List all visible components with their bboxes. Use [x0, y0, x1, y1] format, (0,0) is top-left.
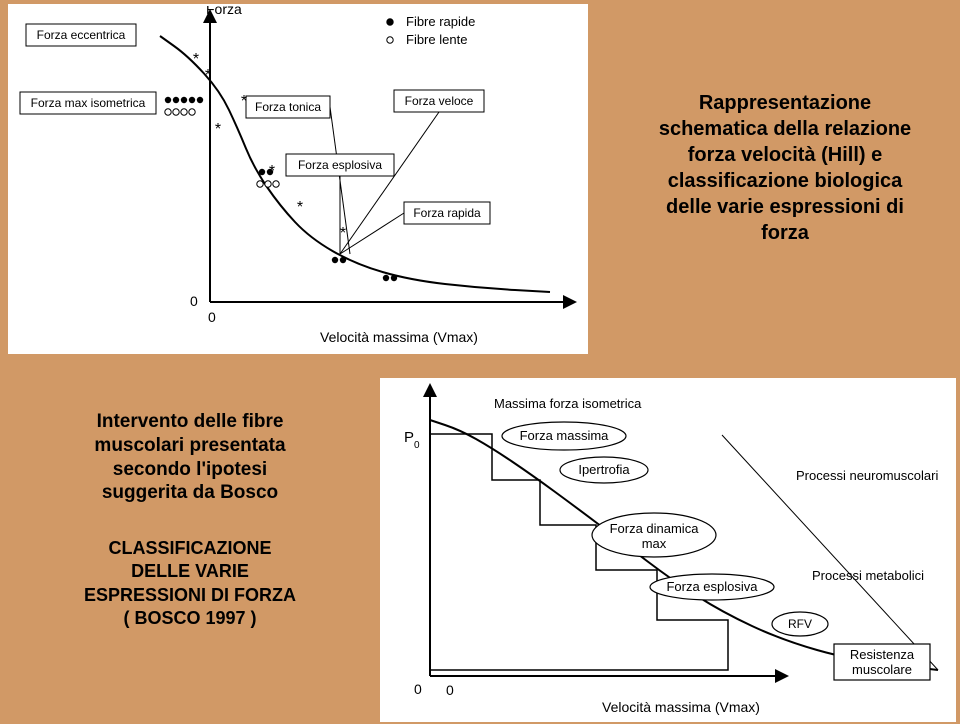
svg-text:*: *: [205, 67, 211, 84]
svg-text:Forza veloce: Forza veloce: [405, 94, 474, 108]
svg-text:Processi metabolici: Processi metabolici: [812, 568, 924, 583]
svg-text:*: *: [297, 199, 303, 216]
caption-line: classificazione biologica: [620, 168, 950, 194]
svg-text:Forza dinamica: Forza dinamica: [610, 521, 700, 536]
svg-text:Ipertrofia: Ipertrofia: [578, 462, 630, 477]
caption-line: forza: [620, 220, 950, 246]
caption-block-2: CLASSIFICAZIONE DELLE VARIE ESPRESSIONI …: [10, 537, 370, 631]
svg-text:0: 0: [446, 682, 454, 698]
caption-line: schematica della relazione: [620, 116, 950, 142]
svg-text:Forza massima: Forza massima: [520, 428, 610, 443]
caption-line: Rappresentazione: [620, 90, 950, 116]
caption-block-1: Intervento delle fibre muscolari present…: [10, 410, 370, 505]
caption-line: Intervento delle fibre: [10, 410, 370, 434]
top-right-caption: Rappresentazione schematica della relazi…: [620, 90, 950, 246]
svg-text:Fibre rapide: Fibre rapide: [406, 14, 475, 29]
svg-text:Processi neuromuscolari: Processi neuromuscolari: [796, 468, 938, 483]
svg-text:Forza max isometrica: Forza max isometrica: [31, 96, 146, 110]
caption-line: ( BOSCO 1997 ): [10, 607, 370, 630]
svg-text:Massima forza isometrica: Massima forza isometrica: [494, 396, 642, 411]
bosco-classification-chart: 0 0 P0 Velocità massima (Vmax) Massima forza…: [380, 378, 956, 722]
svg-text:0: 0: [208, 309, 216, 325]
hill-curve-chart: Forza Velocità massima (Vmax) 00 Forza ecce…: [8, 4, 588, 354]
svg-text:Forza rapida: Forza rapida: [413, 206, 481, 220]
svg-text:muscolare: muscolare: [852, 662, 912, 677]
svg-text:RFV: RFV: [788, 617, 812, 631]
svg-text:Fibre lente: Fibre lente: [406, 32, 467, 47]
svg-text:Forza tonica: Forza tonica: [255, 100, 321, 114]
hill-curve-svg: Forza Velocità massima (Vmax) 00 Forza ecce…: [10, 6, 586, 352]
caption-line: delle varie espressioni di: [620, 194, 950, 220]
caption-line: forza velocità (Hill) e: [620, 142, 950, 168]
bosco-classification-svg: 0 0 P0 Velocità massima (Vmax) Massima forza…: [382, 380, 954, 720]
caption-line: DELLE VARIE: [10, 560, 370, 583]
caption-line: suggerita da Bosco: [10, 481, 370, 505]
caption-line: ESPRESSIONI DI FORZA: [10, 584, 370, 607]
svg-text:*: *: [193, 51, 199, 68]
svg-text:*: *: [241, 93, 247, 110]
caption-line: CLASSIFICAZIONE: [10, 537, 370, 560]
svg-text:Forza esplosiva: Forza esplosiva: [298, 158, 382, 172]
svg-text:P0: P0: [404, 429, 420, 451]
svg-text:max: max: [642, 536, 667, 551]
svg-text:Forza esplosiva: Forza esplosiva: [666, 579, 758, 594]
svg-text:Forza eccentrica: Forza eccentrica: [37, 28, 126, 42]
svg-text:*: *: [340, 225, 346, 242]
bottom-left-caption: Intervento delle fibre muscolari present…: [10, 410, 370, 631]
svg-text:Velocità massima (Vmax): Velocità massima (Vmax): [320, 329, 478, 345]
svg-text:0: 0: [414, 681, 422, 697]
caption-line: muscolari presentata: [10, 434, 370, 458]
svg-text:0: 0: [190, 293, 198, 309]
svg-text:*: *: [269, 163, 275, 180]
svg-text:Forza: Forza: [206, 6, 242, 17]
svg-text:*: *: [215, 121, 221, 138]
svg-text:Velocità massima (Vmax): Velocità massima (Vmax): [602, 699, 760, 715]
caption-line: secondo l'ipotesi: [10, 458, 370, 482]
svg-text:Resistenza: Resistenza: [850, 647, 915, 662]
